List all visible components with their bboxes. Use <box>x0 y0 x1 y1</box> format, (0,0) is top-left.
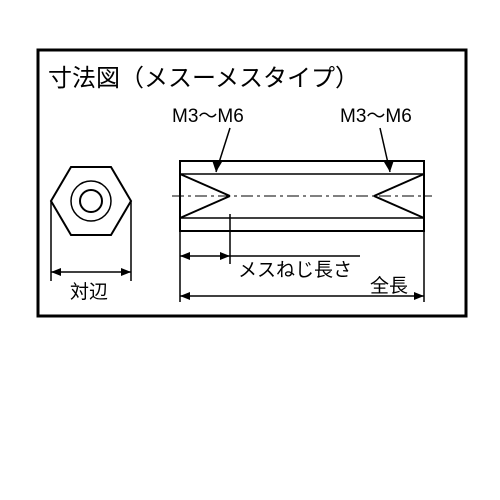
dim-total-r <box>414 292 424 300</box>
dim-thread-r <box>220 252 230 260</box>
thread-left-1 <box>180 174 230 196</box>
hex-inner-circle <box>80 190 102 212</box>
thread-right-1 <box>374 174 424 196</box>
dim-total-l <box>180 292 190 300</box>
total-length-label: 全長 <box>370 275 408 297</box>
dim-thread-l <box>180 252 190 260</box>
hex-outer <box>51 167 131 235</box>
thread-length-label: メスねじ長さ <box>238 260 352 281</box>
thread-right-2 <box>374 196 424 218</box>
thread-left-label: M3～M6 <box>172 106 244 127</box>
across-flats-label: 対辺 <box>70 281 108 303</box>
diagram-svg: 寸法図（メスーメスタイプ） M3～M6 M3～M6 対辺 <box>0 0 500 500</box>
hex-end-view <box>51 167 131 235</box>
hex-mid-circle <box>71 181 111 221</box>
diagram-container: 寸法図（メスーメスタイプ） M3～M6 M3～M6 対辺 <box>0 0 500 500</box>
thread-left-2 <box>180 196 230 218</box>
dim-af-r <box>121 268 131 276</box>
diagram-title: 寸法図（メスーメスタイプ） <box>48 65 359 92</box>
dim-af-l <box>51 268 61 276</box>
side-view <box>172 161 432 231</box>
thread-right-label: M3～M6 <box>340 106 412 127</box>
